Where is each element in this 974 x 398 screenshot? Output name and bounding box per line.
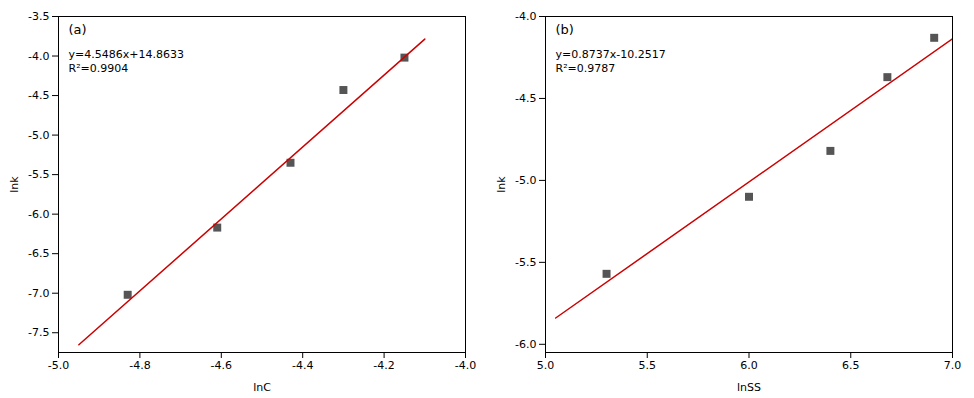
svg-text:y=4.5486x+14.8633R²=0.9904: y=4.5486x+14.8633R²=0.9904 bbox=[69, 48, 184, 75]
svg-text:-4.5: -4.5 bbox=[28, 89, 49, 102]
svg-text:lnk: lnk bbox=[495, 176, 508, 193]
svg-text:-5.5: -5.5 bbox=[515, 256, 536, 269]
svg-text:-6.5: -6.5 bbox=[28, 247, 49, 260]
svg-text:-6.0: -6.0 bbox=[515, 338, 536, 351]
svg-text:-4.6: -4.6 bbox=[211, 359, 232, 372]
svg-text:(b): (b) bbox=[556, 22, 574, 37]
svg-text:-5.0: -5.0 bbox=[28, 129, 49, 142]
svg-text:-3.5: -3.5 bbox=[28, 10, 49, 23]
svg-text:-4.8: -4.8 bbox=[129, 359, 150, 372]
svg-text:(a): (a) bbox=[69, 22, 87, 37]
svg-text:-5.0: -5.0 bbox=[515, 174, 536, 187]
svg-text:-4.0: -4.0 bbox=[515, 10, 536, 23]
svg-text:-4.0: -4.0 bbox=[455, 359, 476, 372]
svg-text:6.0: 6.0 bbox=[740, 359, 758, 372]
svg-text:-4.0: -4.0 bbox=[28, 50, 49, 63]
svg-text:-7.0: -7.0 bbox=[28, 287, 49, 300]
svg-text:-5.0: -5.0 bbox=[48, 359, 69, 372]
svg-text:lnSS: lnSS bbox=[737, 381, 761, 394]
svg-text:-4.4: -4.4 bbox=[292, 359, 313, 372]
svg-text:-7.5: -7.5 bbox=[28, 326, 49, 339]
svg-text:6.5: 6.5 bbox=[842, 359, 860, 372]
svg-text:5.0: 5.0 bbox=[537, 359, 555, 372]
svg-text:-6.0: -6.0 bbox=[28, 208, 49, 221]
svg-text:7.0: 7.0 bbox=[944, 359, 962, 372]
svg-text:-4.5: -4.5 bbox=[515, 92, 536, 105]
svg-text:y=0.8737x-10.2517R²=0.9787: y=0.8737x-10.2517R²=0.9787 bbox=[556, 48, 666, 75]
svg-text:5.5: 5.5 bbox=[639, 359, 657, 372]
svg-text:-4.2: -4.2 bbox=[373, 359, 394, 372]
svg-text:lnk: lnk bbox=[8, 176, 21, 193]
svg-text:lnC: lnC bbox=[253, 381, 271, 394]
svg-text:-5.5: -5.5 bbox=[28, 168, 49, 181]
